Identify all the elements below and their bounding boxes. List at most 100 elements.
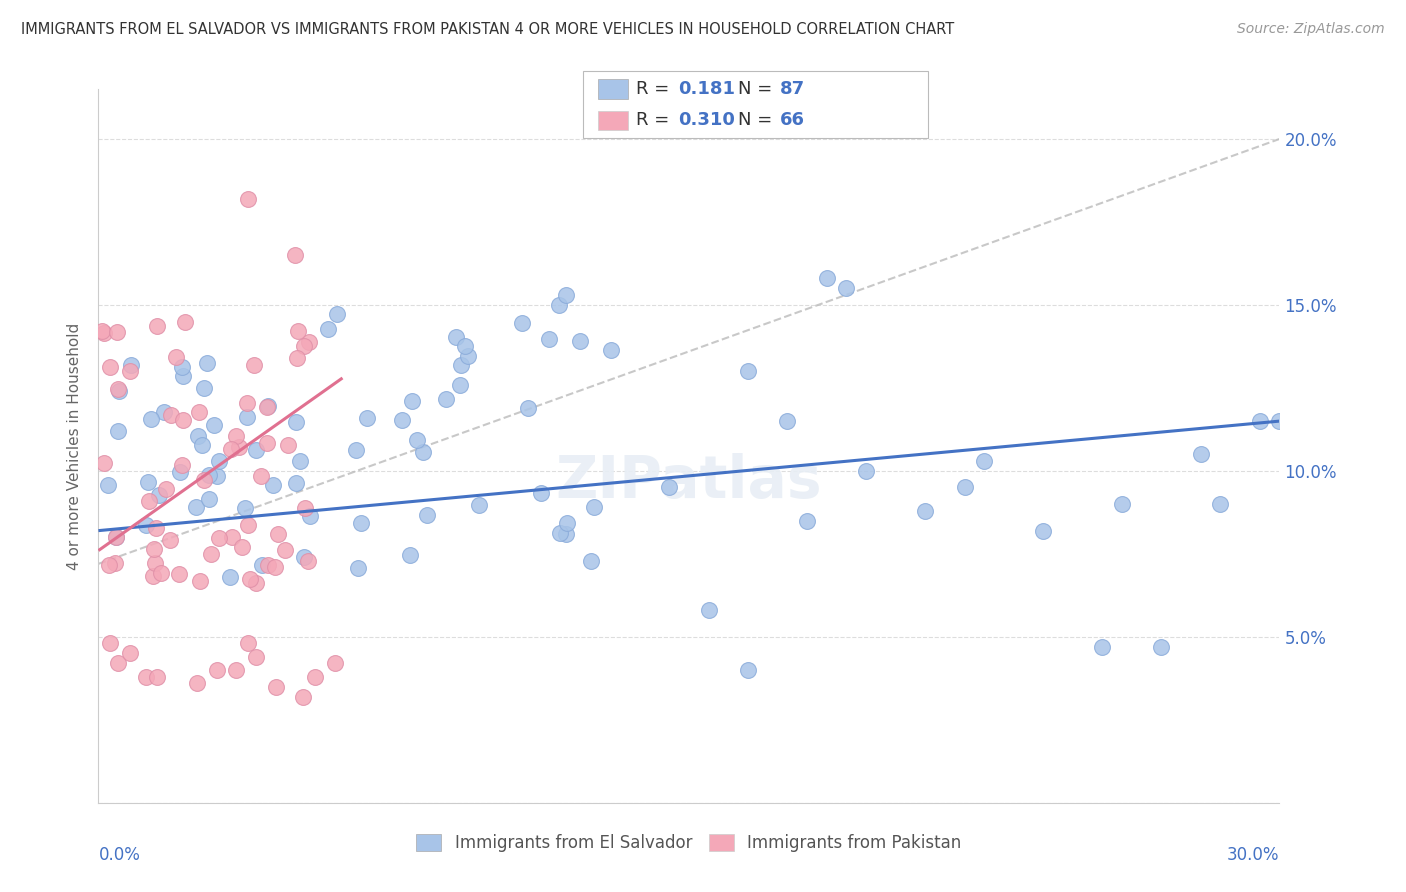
Text: 0.310: 0.310 <box>678 112 734 129</box>
Point <box>107 657 129 671</box>
Point <box>228 440 250 454</box>
Point <box>145 521 167 535</box>
Point <box>98 558 121 573</box>
Point <box>250 468 273 483</box>
Point <box>205 663 228 677</box>
Point <box>245 649 267 664</box>
Text: R =: R = <box>636 80 675 98</box>
Point <box>973 454 995 468</box>
Point <box>91 324 114 338</box>
Point <box>457 349 479 363</box>
Point <box>264 560 287 574</box>
Point <box>239 572 262 586</box>
Point <box>236 396 259 410</box>
Point <box>172 368 194 383</box>
Point <box>200 547 222 561</box>
Point <box>221 530 243 544</box>
Text: 87: 87 <box>780 80 806 98</box>
Point <box>225 428 247 442</box>
Point <box>835 281 858 295</box>
Point <box>256 558 278 572</box>
Point <box>195 355 218 369</box>
Text: ZIPatlas: ZIPatlas <box>555 453 823 510</box>
Point <box>297 554 319 568</box>
Point <box>548 526 571 541</box>
Text: 0.0%: 0.0% <box>98 846 141 864</box>
Point <box>1268 414 1291 428</box>
Point <box>219 442 242 457</box>
Point <box>184 500 207 515</box>
Point <box>187 429 209 443</box>
Point <box>444 330 467 344</box>
Point <box>356 410 378 425</box>
Point <box>225 663 247 677</box>
Point <box>1091 640 1114 654</box>
Point <box>135 670 157 684</box>
Point <box>155 483 177 497</box>
Point <box>284 476 307 491</box>
Point <box>287 324 309 338</box>
Point <box>150 566 173 580</box>
Point <box>143 557 166 571</box>
Point <box>242 359 264 373</box>
Point <box>235 410 257 425</box>
Point <box>197 468 219 483</box>
Point <box>512 316 534 330</box>
Point <box>1189 447 1212 461</box>
Point <box>855 464 877 478</box>
Point <box>579 554 602 568</box>
Point <box>449 377 471 392</box>
Point <box>548 298 571 312</box>
Point <box>323 657 346 671</box>
Y-axis label: 4 or more Vehicles in Household: 4 or more Vehicles in Household <box>67 322 83 570</box>
Point <box>138 493 160 508</box>
Point <box>148 488 170 502</box>
Text: N =: N = <box>738 112 778 129</box>
Point <box>118 364 141 378</box>
Point <box>169 465 191 479</box>
Point <box>233 501 256 516</box>
Point <box>262 478 284 492</box>
Point <box>172 413 194 427</box>
Point <box>298 335 321 350</box>
Point <box>304 670 326 684</box>
Point <box>107 384 129 398</box>
Point <box>165 350 187 364</box>
Point <box>193 473 215 487</box>
Point <box>398 548 420 562</box>
Point <box>174 314 197 328</box>
Point <box>152 405 174 419</box>
Point <box>107 382 129 396</box>
Point <box>1249 414 1271 428</box>
Point <box>316 321 339 335</box>
Point <box>737 364 759 378</box>
Point <box>287 351 309 365</box>
Point <box>266 527 288 541</box>
Point <box>205 469 228 483</box>
Point <box>167 566 190 581</box>
Point <box>273 542 295 557</box>
Point <box>104 556 127 570</box>
Point <box>1032 524 1054 538</box>
Point <box>208 531 231 545</box>
Point <box>450 358 472 372</box>
Point <box>98 359 121 374</box>
Point <box>231 540 253 554</box>
Point <box>299 508 322 523</box>
Point <box>107 424 129 438</box>
Point <box>208 453 231 467</box>
Point <box>292 339 315 353</box>
Point <box>93 326 115 340</box>
Point <box>250 558 273 573</box>
Point <box>776 414 799 428</box>
Point <box>202 418 225 433</box>
Point <box>401 394 423 409</box>
Point <box>187 405 209 419</box>
Point <box>555 516 578 530</box>
Point <box>537 332 560 346</box>
Point <box>193 381 215 395</box>
Point <box>434 392 457 406</box>
Point <box>583 500 606 515</box>
Point <box>236 636 259 650</box>
Point <box>238 518 260 533</box>
